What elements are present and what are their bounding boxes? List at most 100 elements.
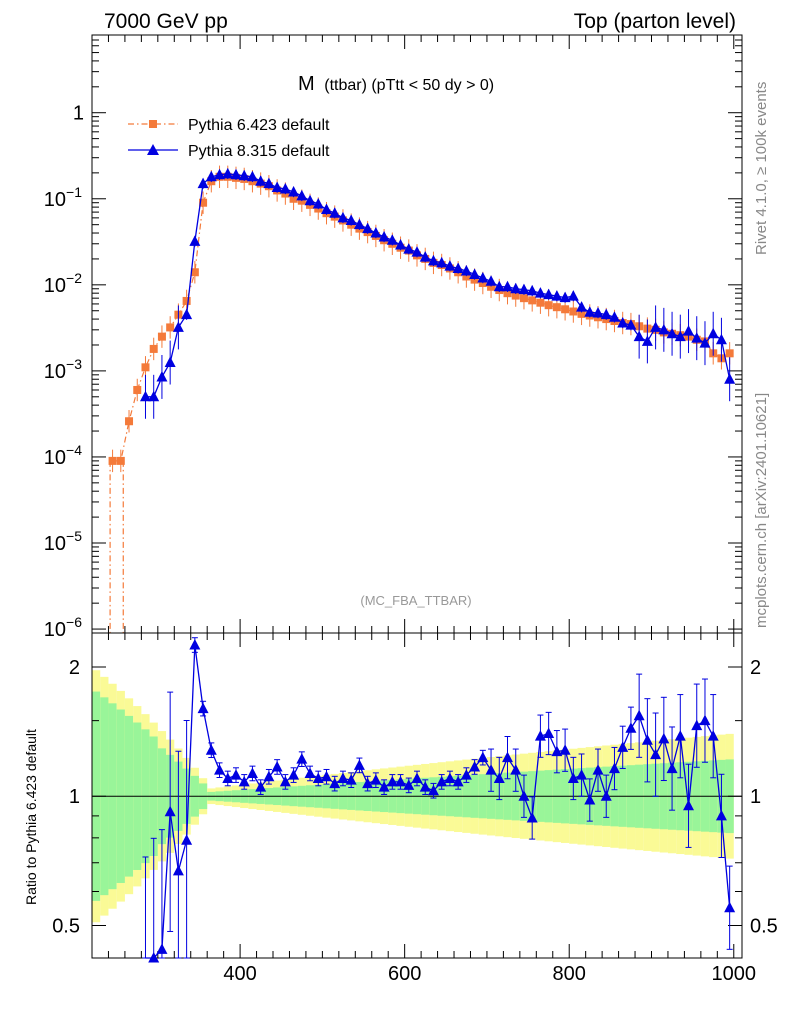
point-pythia8: [658, 323, 670, 335]
point-pythia8: [452, 262, 464, 273]
ratio-point: [370, 774, 382, 785]
ratio-point: [222, 772, 234, 783]
ratio-point: [205, 744, 217, 755]
ratio-point: [600, 790, 612, 801]
point-pythia6: [552, 303, 561, 312]
mcplots-label: mcplots.cern.ch [arXiv:2401.10621]: [753, 393, 770, 628]
ratio-point: [715, 809, 727, 821]
point-pythia8: [320, 203, 332, 215]
point-pythia8: [172, 321, 184, 332]
ratio-point: [263, 770, 275, 782]
point-pythia8: [641, 335, 653, 346]
point-pythia8: [427, 254, 439, 266]
ratio-point: [296, 753, 308, 764]
point-pythia8: [139, 390, 151, 402]
ratio-point: [189, 639, 201, 650]
ratio-point: [419, 781, 431, 792]
point-pythia8: [699, 337, 711, 348]
ratio-point: [641, 734, 653, 745]
ratio-point: [617, 741, 629, 752]
ratio-point: [633, 709, 645, 721]
point-pythia8: [156, 370, 168, 382]
point-pythia8: [263, 177, 275, 189]
point-pythia8: [683, 325, 695, 336]
point-pythia8: [164, 356, 176, 368]
point-pythia8: [205, 170, 217, 182]
ratio-point: [444, 772, 456, 783]
point-pythia8: [625, 319, 637, 330]
point-pythia8: [502, 280, 514, 292]
point-pythia6: [182, 296, 191, 305]
point-pythia8: [551, 290, 563, 301]
ratio-point: [255, 781, 267, 792]
point-pythia8: [518, 283, 530, 295]
point-pythia8: [576, 301, 588, 312]
ratio-point: [526, 811, 538, 823]
ratio-point: [353, 759, 365, 770]
ratio-point: [518, 790, 530, 801]
point-pythia8: [534, 287, 546, 298]
point-pythia6: [166, 323, 175, 332]
ratio-point: [724, 901, 736, 913]
watermark: (MC_FBA_TTBAR): [360, 593, 471, 608]
main-y-tick-label: 10−3: [44, 356, 82, 383]
ratio-y-tick-label: 1: [69, 786, 80, 808]
ratio-point: [683, 799, 695, 811]
point-pythia8: [617, 317, 629, 328]
ratio-point: [608, 762, 620, 774]
point-pythia6: [487, 282, 496, 291]
point-pythia8: [386, 234, 398, 245]
point-pythia8: [189, 235, 201, 246]
ratio-point: [592, 764, 604, 775]
point-pythia8: [584, 306, 596, 317]
point-pythia6: [199, 198, 208, 207]
ratio-point: [320, 770, 332, 782]
ratio-point: [304, 767, 316, 778]
header-left: 7000 GeV pp: [104, 10, 228, 33]
point-pythia6: [519, 294, 528, 303]
point-pythia8: [288, 185, 300, 197]
legend-label-pythia8: Pythia 8.315 default: [188, 143, 330, 160]
point-pythia8: [526, 284, 538, 296]
plot-title-main: M: [298, 73, 315, 95]
ratio-x-tick-label: 400: [223, 963, 256, 985]
point-pythia8: [197, 177, 209, 189]
ratio-point: [502, 751, 514, 763]
point-pythia6: [157, 332, 166, 341]
ratio-point: [485, 764, 497, 775]
ratio-point: [699, 714, 711, 726]
point-pythia8: [559, 291, 571, 303]
main-y-tick-label: 10−1: [44, 184, 82, 211]
ratio-point: [625, 722, 637, 733]
main-y-tick-label: 10−5: [44, 528, 82, 555]
ratio-point: [427, 784, 439, 796]
ratio-point: [288, 769, 300, 780]
ratio-point: [411, 772, 423, 783]
ratio-point: [395, 775, 407, 787]
series-line-pythia8: [145, 173, 731, 398]
point-pythia8: [246, 170, 258, 182]
main-y-tick-exponent: −2: [66, 270, 82, 286]
point-pythia8: [444, 260, 456, 271]
main-y-tick-label: 1: [73, 103, 84, 125]
point-pythia8: [674, 330, 686, 342]
ratio-point: [230, 769, 242, 780]
ratio-point: [197, 702, 209, 714]
ratio-point: [378, 781, 390, 792]
legend-marker-pythia8: [147, 144, 159, 155]
ratio-point: [148, 952, 160, 963]
main-y-tick-exponent: −1: [66, 184, 82, 200]
point-pythia8: [395, 239, 407, 250]
point-pythia8: [214, 168, 226, 180]
point-pythia8: [510, 282, 522, 294]
ratio-point: [362, 777, 374, 789]
point-pythia6: [141, 363, 150, 372]
ratio-point: [156, 943, 168, 954]
point-pythia6: [569, 307, 578, 316]
point-pythia6: [116, 456, 125, 465]
point-pythia8: [312, 197, 324, 209]
point-pythia8: [378, 230, 390, 242]
point-pythia8: [460, 264, 472, 276]
point-pythia8: [493, 280, 505, 292]
legend-marker-pythia6: [149, 120, 157, 128]
